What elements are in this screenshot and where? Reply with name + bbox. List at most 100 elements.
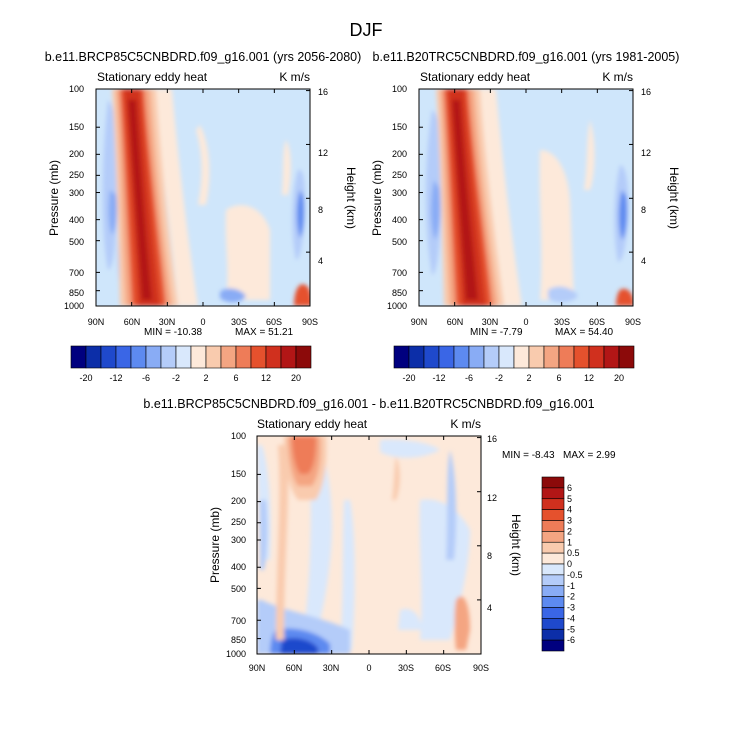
x-tick-label: 0 [366,663,371,673]
panel-title: b.e11.BRCP85C5CNBDRD.f09_g16.001 (yrs 20… [45,50,362,64]
page-title: DJF [350,20,383,40]
colorbar-swatch [295,345,312,369]
colorbar-swatch [541,596,565,608]
y-tick-label: 300 [231,535,246,545]
colorbar-swatch [280,345,297,369]
panel-units: K m/s [450,417,481,431]
colorbar-swatch [603,345,620,369]
colorbar-label: -1 [567,581,575,591]
y-tick-label: 700 [231,616,246,626]
x-axis: 90N 60N 30N 0 30S 60S 90S [249,663,489,673]
pale-orange-region [474,89,522,306]
y-tick-label: 200 [231,496,246,506]
colorbar-label: 2 [567,526,572,536]
x-tick-label: 30N [482,317,499,327]
x-tick-label: 60N [447,317,464,327]
colorbar-swatch [498,345,515,369]
y-right-tick-label: 12 [641,148,651,158]
y-tick-label: 500 [231,584,246,594]
colorbar-swatch [541,531,565,543]
colorbar-swatch [513,345,530,369]
blue-region [108,190,117,235]
y-tick-label: 250 [392,170,407,180]
colorbar-label: 3 [567,516,572,526]
max-label: MAX = 2.99 [563,450,616,461]
colorbar-label: -2 [495,373,503,383]
light-blue-region [260,500,268,570]
panel-units: K m/s [279,70,310,84]
x-tick-label: 0 [200,317,205,327]
y-right-tick-label: 8 [487,551,492,561]
y-tick-label: 150 [69,122,84,132]
x-tick-label: 0 [523,317,528,327]
y-tick-label: 100 [231,431,246,441]
y-axis: 100 150 200 250 300 400 500 700 850 1000… [208,431,246,659]
y-tick-label: 250 [69,170,84,180]
colorbar-label: -12 [432,373,445,383]
panel-title: b.e11.BRCP85C5CNBDRD.f09_g16.001 - b.e11… [143,397,594,411]
colorbar-label: -6 [142,373,150,383]
x-tick-label: 60N [286,663,303,673]
x-tick-label: 30N [323,663,340,673]
colorbar-swatch [541,487,565,500]
light-orange-region [392,456,400,500]
light-orange-region [454,596,470,650]
colorbar-swatch [423,345,440,369]
panel-subtitle-left: Stationary eddy heat [257,417,368,431]
y-tick-label: 150 [392,122,407,132]
y-axis: 100 150 200 250 300 400 500 700 850 1000… [370,84,407,311]
colorbar-label: -0.5 [567,570,583,580]
colorbar-label: -3 [567,603,575,613]
y-axis-right: 16 12 8 4 Height (km) [318,87,358,266]
colorbar-label: 20 [291,373,301,383]
colorbar-swatch [393,345,410,369]
tick-marks [418,88,634,307]
colorbar-top-left: -20 -12 -6 -2 2 6 12 20 [70,345,312,383]
colorbar-swatch [130,345,147,369]
y-tick-label: 200 [392,149,407,159]
colorbar-swatch [468,345,485,369]
min-label: MIN = -10.38 [144,327,203,338]
pale-orange-region [150,89,198,306]
colorbar-swatch [541,628,565,641]
colorbar-swatch [250,345,267,369]
pale-blue-region [340,500,355,650]
colorbar-label: -20 [402,373,415,383]
colorbar-swatch [618,345,635,369]
colorbar-swatch [160,345,177,369]
colorbar-label: 12 [584,373,594,383]
y-tick-label: 200 [69,149,84,159]
y-tick-label: 500 [69,237,84,247]
contour-field [96,89,310,306]
tick-marks [95,88,311,307]
colorbar-swatch [541,541,565,554]
panel-subtitle-left: Stationary eddy heat [420,70,531,84]
colorbar-swatch [115,345,132,369]
y-right-tick-label: 12 [318,148,328,158]
dark-red-core [452,100,478,300]
y-tick-label: 850 [231,635,246,645]
blue-region [220,288,246,303]
pale-blue-region [398,608,422,630]
x-tick-label: 60S [435,663,451,673]
dark-red-core [128,100,152,300]
colorbar-label: 4 [567,505,572,515]
x-tick-label: 60S [589,317,605,327]
y-axis-right-label: Height (km) [344,167,358,229]
colorbar-swatch [483,345,500,369]
pale-blue-region [380,439,440,458]
y-tick-label: 150 [231,469,246,479]
y-tick-label: 500 [392,237,407,247]
colorbar-label: 0 [567,559,572,569]
y-axis-right-label: Height (km) [509,514,523,576]
pale-orange-region [539,150,574,300]
colorbar-swatch [528,345,545,369]
y-right-tick-label: 8 [641,205,646,215]
colorbar-label: -6 [567,635,575,645]
colorbar-label: 2 [526,373,531,383]
colorbar-swatch [190,345,207,369]
colorbar-swatch [175,345,192,369]
x-tick-label: 60N [124,317,141,327]
colorbar-label: 20 [614,373,624,383]
